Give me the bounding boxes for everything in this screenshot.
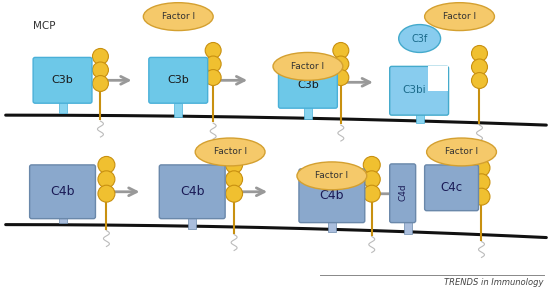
Ellipse shape: [427, 138, 496, 166]
Text: C4c: C4c: [440, 181, 463, 194]
Circle shape: [363, 185, 380, 202]
Circle shape: [98, 185, 115, 202]
Text: TRENDS in Immunology: TRENDS in Immunology: [444, 278, 543, 287]
FancyBboxPatch shape: [279, 62, 337, 108]
Circle shape: [205, 70, 221, 86]
Bar: [59, 209, 67, 223]
Bar: [59, 99, 67, 113]
FancyBboxPatch shape: [30, 165, 95, 219]
Bar: [188, 215, 196, 229]
Text: C4b: C4b: [50, 185, 75, 198]
Ellipse shape: [424, 3, 495, 31]
Text: Factor I: Factor I: [315, 171, 348, 180]
Circle shape: [333, 70, 349, 86]
Bar: [404, 220, 412, 234]
Text: C4d: C4d: [398, 183, 407, 201]
Circle shape: [93, 75, 108, 91]
Bar: [428, 66, 448, 91]
Ellipse shape: [195, 138, 265, 166]
Text: MCP: MCP: [33, 21, 56, 31]
FancyBboxPatch shape: [390, 164, 416, 223]
Ellipse shape: [273, 52, 343, 80]
Text: C3b: C3b: [167, 75, 189, 85]
Bar: [174, 103, 182, 117]
Circle shape: [226, 185, 242, 202]
Circle shape: [473, 174, 490, 191]
Ellipse shape: [399, 25, 440, 52]
Ellipse shape: [297, 162, 367, 190]
FancyBboxPatch shape: [160, 165, 225, 219]
Circle shape: [363, 156, 380, 173]
Text: Factor I: Factor I: [445, 147, 478, 156]
Circle shape: [93, 62, 108, 78]
Circle shape: [471, 45, 487, 61]
FancyBboxPatch shape: [149, 58, 208, 103]
Text: Factor I: Factor I: [162, 12, 195, 21]
Circle shape: [333, 42, 349, 58]
Text: Factor I: Factor I: [443, 12, 476, 21]
Text: C3b: C3b: [52, 75, 73, 85]
Circle shape: [98, 171, 115, 188]
Ellipse shape: [144, 3, 213, 31]
Text: C4b: C4b: [320, 189, 344, 202]
FancyBboxPatch shape: [424, 165, 479, 211]
Text: C3f: C3f: [411, 34, 428, 44]
FancyBboxPatch shape: [33, 58, 92, 103]
Circle shape: [226, 156, 242, 173]
Text: C4b: C4b: [180, 185, 204, 198]
Circle shape: [205, 42, 221, 58]
Circle shape: [205, 56, 221, 72]
Text: Factor I: Factor I: [291, 62, 325, 71]
Bar: [304, 105, 312, 119]
FancyBboxPatch shape: [390, 66, 449, 115]
Circle shape: [93, 49, 108, 64]
FancyBboxPatch shape: [299, 169, 365, 223]
Circle shape: [363, 171, 380, 188]
Circle shape: [333, 56, 349, 72]
Text: Factor I: Factor I: [214, 147, 247, 156]
Bar: [328, 218, 336, 231]
Circle shape: [98, 156, 115, 173]
Text: C3bi: C3bi: [403, 85, 427, 95]
Circle shape: [226, 171, 242, 188]
Circle shape: [471, 59, 487, 75]
Text: C3b: C3b: [297, 80, 319, 90]
Circle shape: [473, 188, 490, 205]
Bar: [416, 109, 423, 123]
Circle shape: [471, 73, 487, 88]
Circle shape: [473, 160, 490, 176]
